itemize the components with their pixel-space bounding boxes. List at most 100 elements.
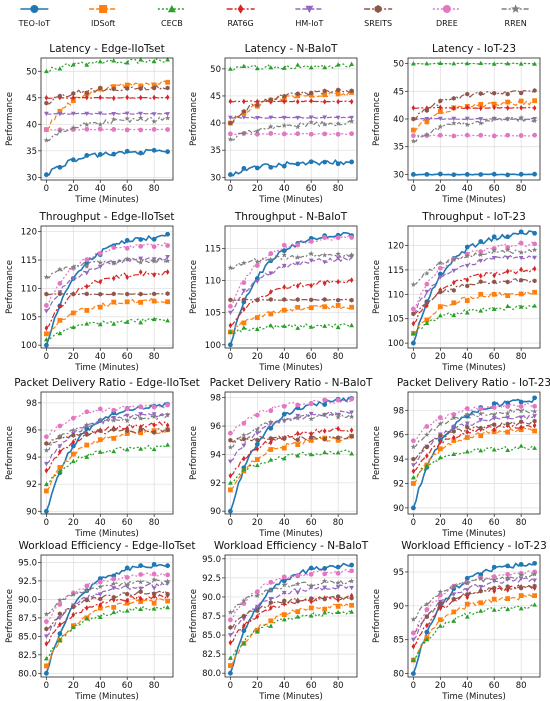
data-point	[152, 591, 157, 597]
data-point	[227, 663, 233, 668]
data-point	[254, 426, 261, 432]
data-point	[451, 287, 456, 293]
x-tick-label: 80	[149, 352, 160, 362]
series-line-cecb	[413, 304, 535, 334]
data-point	[97, 576, 103, 582]
data-point	[228, 639, 233, 646]
series-line-hm-iot	[412, 254, 535, 315]
data-point	[57, 93, 62, 99]
data-point	[424, 629, 430, 635]
data-point	[478, 172, 484, 177]
data-point	[152, 85, 157, 91]
data-point	[281, 445, 287, 451]
data-point	[518, 61, 524, 66]
data-point	[165, 563, 171, 569]
data-point	[138, 83, 144, 89]
data-point	[151, 576, 157, 582]
series-line-sreits	[230, 298, 352, 301]
data-point	[111, 604, 117, 610]
data-point	[349, 562, 355, 568]
data-point	[241, 288, 247, 294]
legend-label: DREE	[436, 19, 458, 28]
data-point	[425, 622, 429, 629]
data-point	[308, 65, 314, 70]
data-point	[84, 616, 90, 621]
series-line-cecb	[412, 604, 535, 661]
data-point	[464, 263, 470, 269]
data-point	[437, 446, 443, 452]
series-line-idsoft	[413, 100, 535, 131]
data-point	[165, 299, 171, 305]
data-point	[254, 629, 260, 634]
data-point	[437, 420, 444, 427]
series-line-hm-iot	[46, 413, 168, 465]
legend-label: TEO-IoT	[18, 19, 51, 28]
data-point	[349, 115, 355, 121]
series-line-idsoft	[230, 91, 352, 124]
data-point	[43, 172, 49, 178]
data-point	[241, 617, 247, 622]
data-point	[464, 449, 470, 454]
data-point	[505, 279, 510, 285]
data-point	[241, 109, 246, 114]
y-tick-label: 95.0	[18, 558, 37, 568]
data-point	[451, 95, 456, 101]
x-tick-label: 80	[333, 681, 344, 691]
data-point	[84, 426, 90, 431]
data-point	[410, 637, 416, 643]
series-line-hm-iot	[412, 577, 535, 641]
data-point	[335, 161, 341, 167]
x-tick-label: 80	[516, 352, 527, 362]
data-point	[478, 249, 484, 255]
x-tick-label: 40	[462, 681, 473, 691]
data-point	[349, 427, 354, 434]
data-point	[478, 251, 484, 258]
data-point	[518, 171, 524, 177]
data-point	[138, 243, 144, 249]
series-line-cecb	[46, 444, 168, 485]
chart-title: Latency - Edge-IIoTset	[49, 43, 165, 55]
data-point	[308, 582, 314, 588]
x-axis-label: Time (Minutes)	[258, 692, 323, 701]
data-point	[124, 575, 130, 580]
x-tick-label: 40	[95, 352, 106, 362]
data-point	[295, 131, 301, 137]
data-point	[519, 104, 523, 111]
data-point	[228, 437, 233, 443]
plot-frame	[407, 554, 541, 678]
data-point	[241, 640, 247, 646]
data-point	[111, 58, 117, 63]
y-tick-label: 45	[26, 94, 37, 104]
series-line-dree	[46, 572, 168, 622]
data-point	[492, 90, 497, 96]
series-line-sreits	[413, 420, 535, 460]
series-line-idsoft	[229, 603, 352, 666]
data-point	[309, 297, 314, 303]
data-point	[254, 116, 260, 121]
y-tick-label: 45	[210, 92, 221, 102]
series-line-sreits	[230, 89, 352, 124]
series-line-rren	[230, 412, 352, 448]
data-point	[281, 582, 287, 588]
data-point	[308, 613, 314, 618]
data-point	[44, 94, 49, 101]
data-point	[138, 563, 144, 569]
data-point	[464, 298, 470, 304]
data-point	[411, 105, 416, 111]
series-line-sreits	[413, 89, 535, 120]
data-point	[518, 403, 524, 409]
data-point	[518, 291, 524, 297]
data-point	[281, 115, 287, 121]
data-point	[532, 395, 538, 401]
series-line-sreits	[46, 84, 168, 105]
data-point	[43, 111, 49, 117]
data-point	[410, 438, 416, 444]
series-line-cecb	[230, 63, 353, 72]
data-point	[138, 586, 144, 591]
data-point	[531, 571, 538, 577]
data-point	[491, 291, 497, 297]
data-point	[437, 171, 443, 177]
data-point	[228, 120, 233, 126]
data-point	[308, 159, 314, 165]
